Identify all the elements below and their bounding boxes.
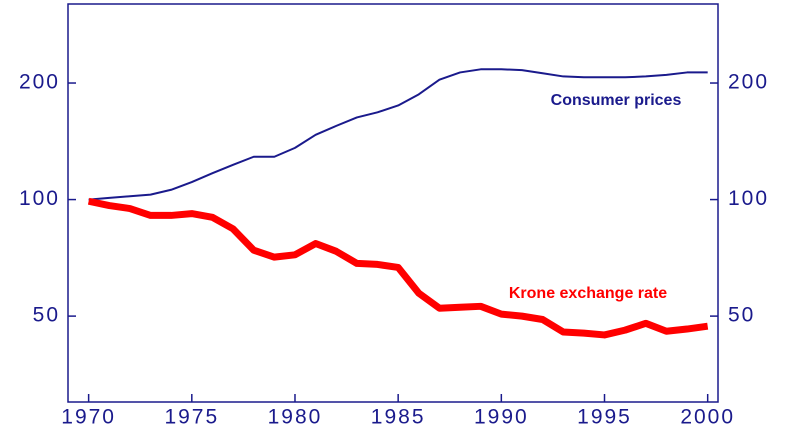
x-tick-label: 1995 — [577, 406, 632, 429]
x-tick-label: 1985 — [371, 406, 426, 429]
y2-tick-label: 50 — [728, 304, 755, 327]
x-tick-label: 2000 — [680, 406, 735, 429]
series-line — [88, 68, 708, 201]
x-tick-label: 1970 — [61, 406, 116, 429]
series-label: Consumer prices — [551, 92, 682, 109]
y-tick-label: 200 — [19, 71, 60, 94]
series-line — [87, 197, 709, 339]
series-label: Krone exchange rate — [509, 285, 667, 302]
x-tick-label: 1990 — [474, 406, 529, 429]
x-tick-label: 1975 — [164, 406, 219, 429]
plot-frame — [67, 3, 719, 403]
y2-tick-label: 100 — [728, 187, 769, 210]
x-tick-label: 1980 — [268, 406, 323, 429]
y-tick-label: 100 — [19, 187, 60, 210]
y2-tick-label: 200 — [728, 71, 769, 94]
y-tick-label: 50 — [33, 304, 60, 327]
